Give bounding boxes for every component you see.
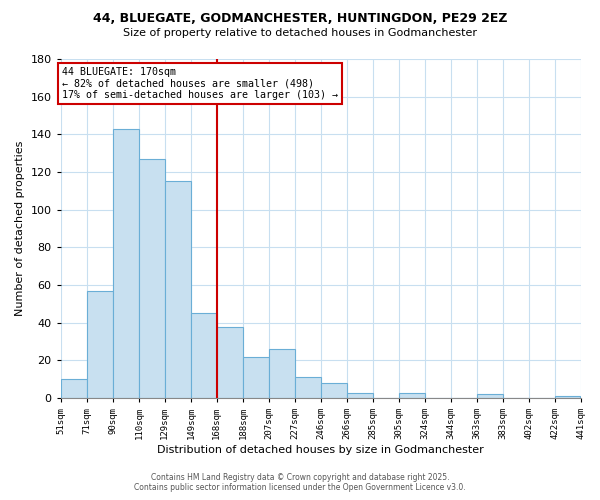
Bar (476, 394, 503, 398)
Bar (399, 392, 425, 398)
Bar (269, 349, 295, 398)
Text: 44 BLUEGATE: 170sqm
← 82% of detached houses are smaller (498)
17% of semi-detac: 44 BLUEGATE: 170sqm ← 82% of detached ho… (62, 66, 338, 100)
Text: 44, BLUEGATE, GODMANCHESTER, HUNTINGDON, PE29 2EZ: 44, BLUEGATE, GODMANCHESTER, HUNTINGDON,… (93, 12, 507, 26)
Text: Contains HM Land Registry data © Crown copyright and database right 2025.
Contai: Contains HM Land Registry data © Crown c… (134, 473, 466, 492)
Bar (244, 356, 269, 398)
Bar (164, 182, 191, 398)
Bar (217, 326, 244, 398)
X-axis label: Distribution of detached houses by size in Godmanchester: Distribution of detached houses by size … (157, 445, 484, 455)
Bar (555, 396, 580, 398)
Y-axis label: Number of detached properties: Number of detached properties (15, 141, 25, 316)
Bar (191, 314, 217, 398)
Bar (61, 380, 88, 398)
Bar (139, 159, 164, 398)
Bar (88, 291, 113, 398)
Bar (347, 392, 373, 398)
Bar (320, 383, 347, 398)
Text: Size of property relative to detached houses in Godmanchester: Size of property relative to detached ho… (123, 28, 477, 38)
Bar (113, 128, 139, 398)
Bar (295, 378, 320, 398)
